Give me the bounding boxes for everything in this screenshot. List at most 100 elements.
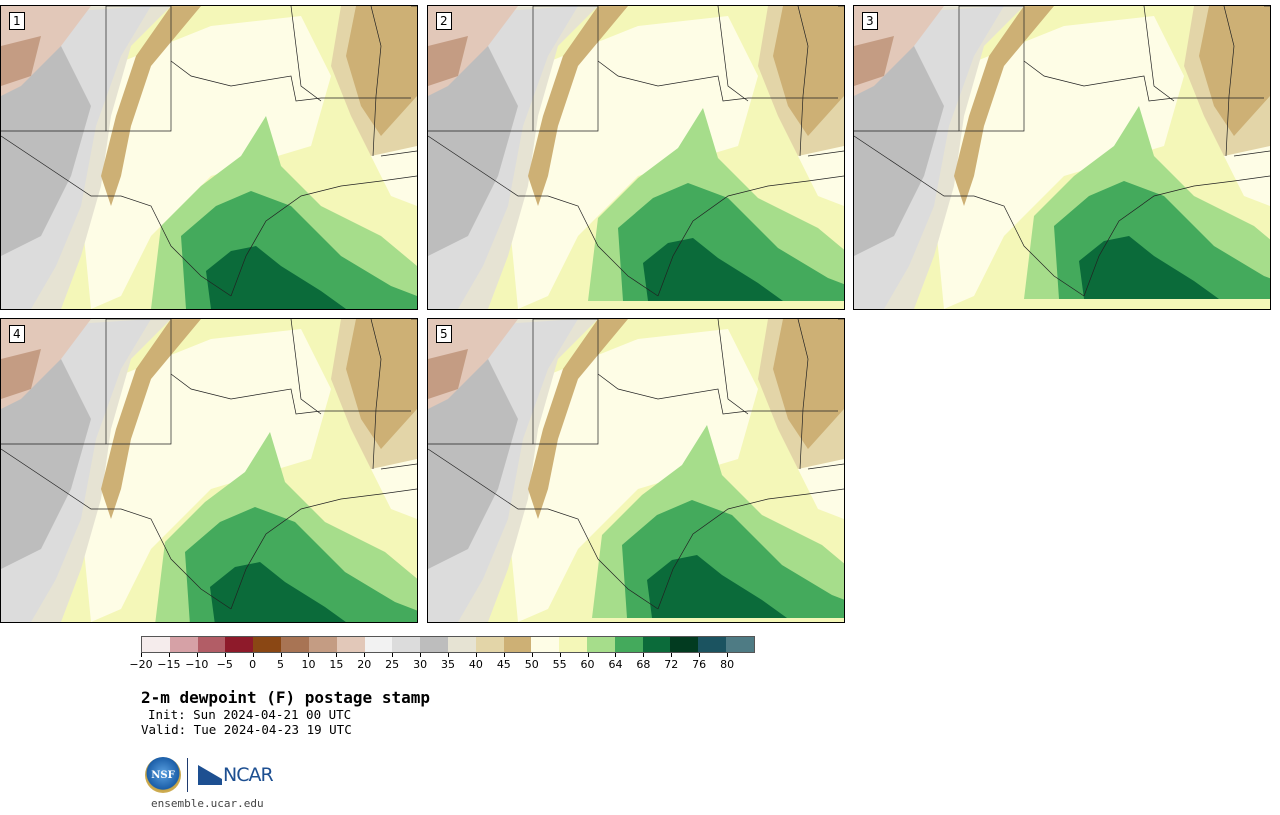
dewpoint-region — [346, 6, 417, 136]
colorbar-tick — [141, 653, 142, 657]
valid-time: Valid: Tue 2024-04-23 19 UTC — [141, 722, 352, 737]
dewpoint-region — [1, 46, 91, 256]
dewpoint-region — [101, 6, 201, 206]
dewpoint-map — [1, 319, 417, 622]
colorbar-swatch — [281, 637, 309, 652]
init-time: Init: Sun 2024-04-21 00 UTC — [148, 707, 352, 722]
boundary-line — [370, 6, 382, 157]
colorbar-tick — [531, 653, 533, 657]
colorbar-label: 10 — [301, 658, 316, 671]
boundary-line — [597, 60, 838, 102]
boundary-line — [1023, 60, 1264, 102]
colorbar-swatch — [364, 637, 393, 652]
boundary-line — [105, 319, 172, 445]
dewpoint-region — [1, 349, 41, 399]
boundary-line — [1, 135, 232, 297]
dewpoint-region — [508, 329, 758, 622]
colorbar-tick — [699, 653, 701, 657]
colorbar-tick — [280, 653, 282, 657]
colorbar-swatch — [531, 637, 560, 652]
dewpoint-map — [428, 6, 844, 309]
stamp-panel-4: 4 — [0, 318, 418, 623]
boundary-line — [170, 60, 411, 102]
logo-divider — [187, 758, 188, 792]
dewpoint-region — [1, 36, 41, 86]
panel-number: 1 — [9, 12, 25, 30]
colorbar-label: −5 — [216, 658, 233, 671]
dewpoint-region — [854, 36, 894, 86]
boundary-line — [380, 463, 417, 470]
colorbar-swatch — [670, 637, 699, 652]
colorbar-swatch — [197, 637, 226, 652]
boundary-line — [1233, 150, 1270, 157]
colorbar-swatch — [336, 637, 365, 652]
panel-number: 5 — [436, 325, 452, 343]
boundary-line — [370, 319, 382, 470]
colorbar-tick — [308, 653, 310, 657]
colorbar-label: 64 — [608, 658, 623, 671]
colorbar-label: 30 — [413, 658, 428, 671]
site-url: ensemble.ucar.edu — [151, 797, 264, 810]
panel-number: 3 — [862, 12, 878, 30]
colorbar-label: 60 — [580, 658, 595, 671]
colorbar-label: 40 — [468, 658, 483, 671]
dewpoint-map — [1, 6, 417, 309]
colorbar-label: 15 — [329, 658, 344, 671]
colorbar-swatch — [503, 637, 532, 652]
colorbar-label: 55 — [552, 658, 567, 671]
colorbar-swatch — [169, 637, 198, 652]
dewpoint-region — [101, 319, 201, 519]
dewpoint-region — [428, 46, 518, 256]
colorbar-swatch — [642, 637, 671, 652]
dewpoint-region — [528, 319, 628, 519]
boundary-line — [597, 373, 838, 415]
colorbar-tick — [615, 653, 617, 657]
dewpoint-region — [528, 6, 628, 206]
boundary-line — [230, 175, 417, 297]
boundary-line — [807, 150, 844, 157]
dewpoint-region — [210, 562, 346, 622]
colorbar-swatch — [253, 637, 282, 652]
colorbar-tick — [336, 653, 338, 657]
ncar-logo: NCAR — [198, 762, 274, 788]
colorbar-label: 50 — [524, 658, 539, 671]
boundary-line — [657, 175, 844, 297]
dewpoint-region — [81, 16, 331, 309]
colorbar-tick — [727, 653, 729, 657]
colorbar-label: 20 — [357, 658, 372, 671]
dewpoint-map — [854, 6, 1270, 309]
colorbar-label: 80 — [720, 658, 735, 671]
dewpoint-region — [1224, 146, 1270, 206]
dewpoint-region — [1, 359, 91, 569]
colorbar — [141, 636, 755, 653]
colorbar-swatch — [308, 637, 337, 652]
colorbar-swatch — [142, 637, 170, 652]
colorbar-tick — [559, 653, 561, 657]
boundary-line — [717, 319, 749, 415]
dewpoint-region — [1079, 236, 1219, 299]
colorbar-swatch — [392, 637, 421, 652]
colorbar-swatch — [225, 637, 254, 652]
boundary-line — [1223, 6, 1235, 157]
boundary-line — [230, 488, 417, 610]
boundary-line — [1, 448, 232, 610]
stamp-panel-1: 1 — [0, 5, 418, 310]
dewpoint-region — [647, 555, 787, 618]
colorbar-swatch — [420, 637, 448, 652]
colorbar-swatch — [698, 637, 727, 652]
dewpoint-region — [934, 16, 1184, 309]
colorbar-ticks — [141, 653, 755, 657]
boundary-line — [807, 463, 844, 470]
colorbar-label: −20 — [129, 658, 153, 671]
ncar-mark-icon — [198, 765, 222, 785]
colorbar-swatch — [587, 637, 615, 652]
panel-number: 2 — [436, 12, 452, 30]
boundary-line — [428, 448, 659, 610]
colorbar-label: 68 — [636, 658, 651, 671]
boundary-line — [290, 319, 322, 415]
colorbar-tick — [196, 653, 198, 657]
colorbar-tick — [448, 653, 449, 657]
stamp-panel-2: 2 — [427, 5, 845, 310]
colorbar-label: 35 — [441, 658, 455, 671]
dewpoint-region — [1199, 6, 1270, 136]
